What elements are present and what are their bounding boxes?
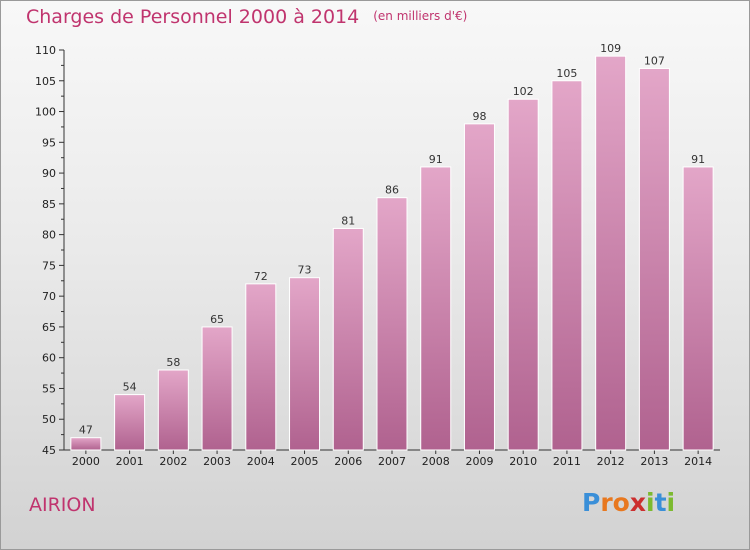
y-tick-label: 80 [42, 229, 56, 242]
y-tick-label: 65 [42, 321, 56, 334]
logo-letter: P [582, 488, 601, 517]
chart-subtitle: (en milliers d'€) [373, 9, 468, 23]
place-name: AIRION [29, 494, 96, 516]
bar [70, 437, 102, 451]
x-tick-label: 2011 [553, 455, 581, 468]
title-text: Charges de Personnel 2000 à 2014 [26, 6, 360, 28]
y-tick-label: 70 [42, 290, 56, 303]
bar [245, 283, 277, 451]
bar-value-label: 54 [123, 381, 137, 394]
x-tick-label: 2010 [509, 455, 537, 468]
y-tick-label: 85 [42, 198, 56, 211]
logo-letter: r [600, 488, 613, 517]
bar-value-label: 86 [385, 184, 399, 197]
x-tick-label: 2007 [378, 455, 406, 468]
x-tick-label: 2005 [291, 455, 319, 468]
y-tick-label: 105 [35, 75, 56, 88]
x-tick-label: 2001 [116, 455, 144, 468]
logo-letter: o [612, 488, 630, 517]
bar [420, 166, 452, 451]
bar [376, 197, 408, 451]
bar [463, 123, 495, 451]
y-tick-label: 100 [35, 106, 56, 119]
bar-value-label: 47 [79, 424, 93, 437]
bar [682, 166, 714, 451]
y-tick-label: 75 [42, 259, 56, 272]
y-tick-label: 60 [42, 352, 56, 365]
bar [332, 227, 364, 451]
proxiti-logo: Proxiti [582, 488, 675, 517]
bar-value-label: 58 [166, 356, 180, 369]
x-tick-label: 2004 [247, 455, 275, 468]
bar-value-label: 72 [254, 270, 268, 283]
x-tick-label: 2014 [684, 455, 712, 468]
bar-value-label: 65 [210, 313, 224, 326]
bar-value-label: 105 [556, 67, 577, 80]
chart-title: Charges de Personnel 2000 à 2014 (en mill… [26, 6, 467, 28]
y-tick-label: 110 [35, 44, 56, 57]
bar-value-label: 107 [644, 54, 665, 67]
y-tick-label: 50 [42, 413, 56, 426]
y-tick-label: 90 [42, 167, 56, 180]
bar [595, 55, 627, 451]
x-tick-label: 2006 [334, 455, 362, 468]
logo-letter: t [654, 488, 667, 517]
y-tick-label: 95 [42, 136, 56, 149]
bar [201, 326, 233, 451]
bar [507, 98, 539, 451]
bar [638, 67, 670, 451]
bar [289, 277, 321, 451]
bar-value-label: 91 [429, 153, 443, 166]
x-tick-label: 2002 [159, 455, 187, 468]
x-tick-label: 2009 [465, 455, 493, 468]
x-tick-label: 2012 [597, 455, 625, 468]
x-tick-label: 2013 [640, 455, 668, 468]
bar [551, 80, 583, 451]
bar [114, 394, 146, 451]
y-tick-label: 45 [42, 444, 56, 457]
x-tick-label: 2000 [72, 455, 100, 468]
bar-value-label: 98 [472, 110, 486, 123]
x-tick-label: 2003 [203, 455, 231, 468]
bar-value-label: 91 [691, 153, 705, 166]
logo-letter: i [666, 488, 676, 517]
logo-letter: x [629, 488, 646, 517]
bar [157, 369, 189, 451]
bar-value-label: 81 [341, 214, 355, 227]
y-tick-label: 55 [42, 382, 56, 395]
bar-value-label: 73 [298, 264, 312, 277]
logo-letter: i [646, 488, 655, 517]
bar-value-label: 109 [600, 42, 621, 55]
bar-value-label: 102 [513, 85, 534, 98]
x-tick-label: 2008 [422, 455, 450, 468]
